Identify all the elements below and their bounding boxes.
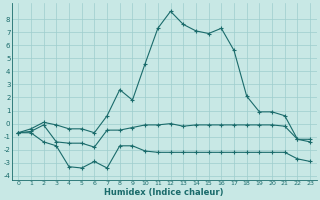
X-axis label: Humidex (Indice chaleur): Humidex (Indice chaleur) [104,188,224,197]
